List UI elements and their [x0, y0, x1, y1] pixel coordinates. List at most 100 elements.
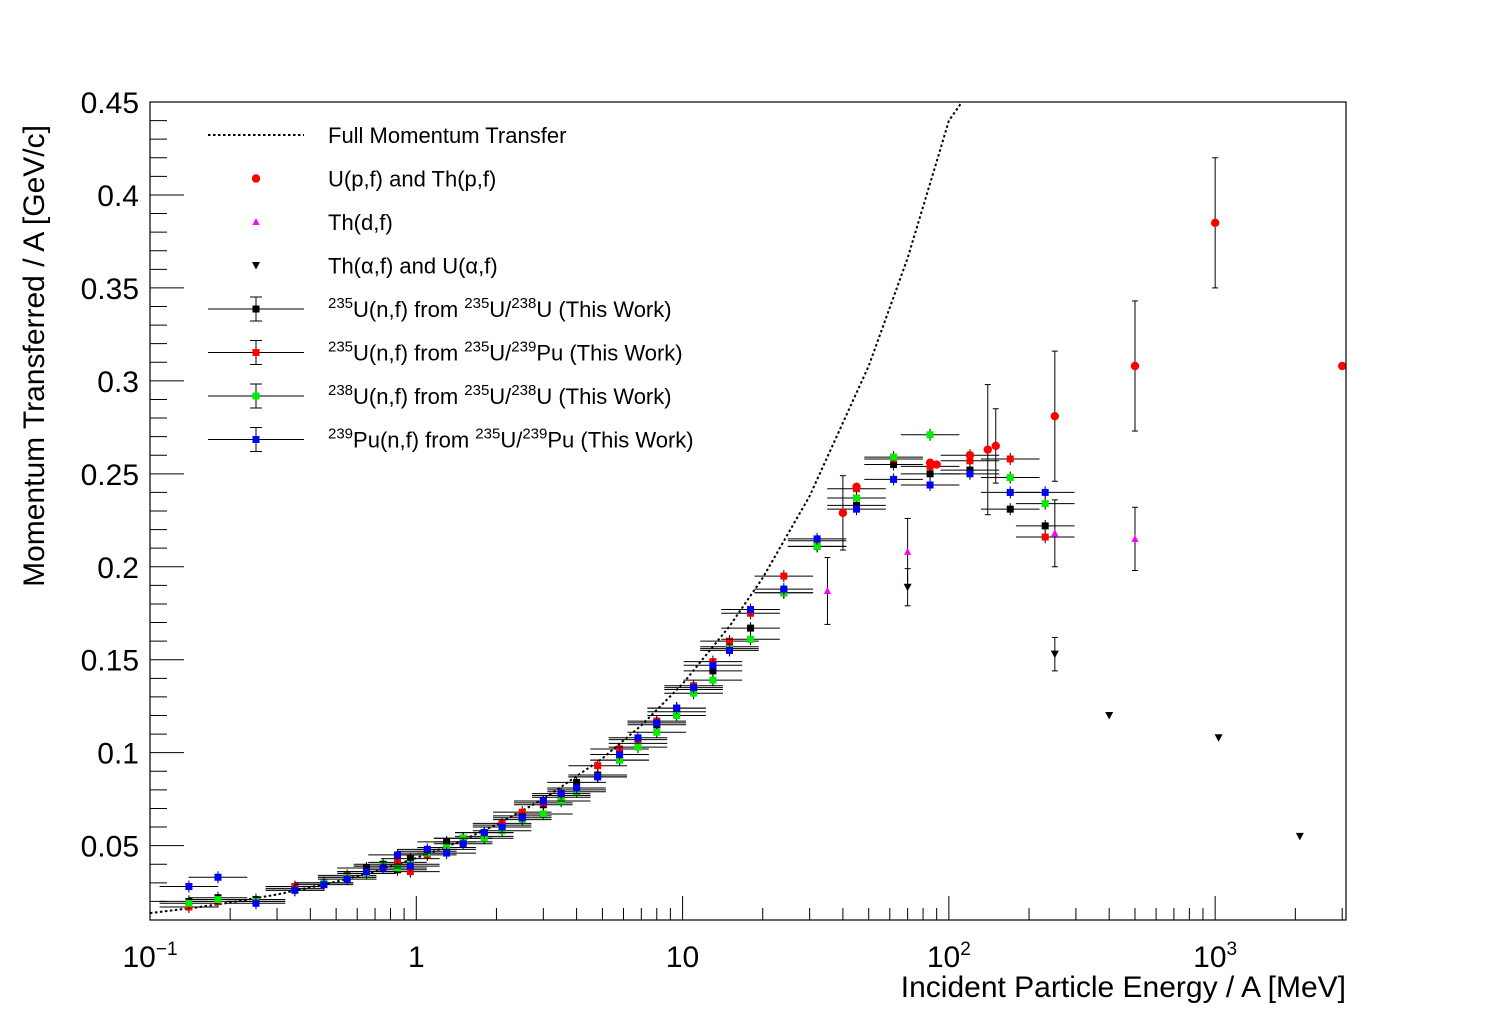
legend-text: U (This Work) — [536, 297, 671, 322]
data-point — [616, 751, 624, 759]
legend-superscript: 235 — [464, 339, 489, 356]
data-point — [926, 481, 934, 489]
legend-superscript: 235 — [464, 295, 489, 312]
legend-label: 235U(n,f) from 235U/239Pu (This Work) — [328, 339, 683, 366]
data-point — [747, 606, 755, 614]
data-point — [780, 585, 788, 593]
data-point — [594, 773, 602, 781]
data-point — [823, 586, 832, 594]
data-point — [747, 635, 755, 643]
x-tick-base: 10 — [927, 941, 960, 974]
legend-superscript: 238 — [511, 382, 536, 399]
data-point — [925, 458, 935, 467]
data-point — [1050, 411, 1060, 421]
legend-label: 235U(n,f) from 235U/238U (This Work) — [328, 295, 672, 322]
y-tick-label: 0.1 — [97, 738, 139, 771]
data-point — [185, 899, 193, 907]
data-point — [890, 475, 898, 483]
legend-entry-curve: Full Momentum Transfer — [208, 123, 566, 148]
legend: Full Momentum Transfer U(p,f) and Th(p,f)… — [208, 123, 694, 453]
plot-frame — [149, 101, 1347, 921]
data-point — [539, 810, 547, 818]
legend-entry-thd: Th(d,f) — [252, 210, 393, 235]
x-tick-label: 10 — [666, 941, 699, 974]
data-point — [926, 431, 934, 439]
data-point — [539, 797, 547, 805]
data-point — [653, 728, 661, 736]
y-tick-label: 0.4 — [97, 180, 139, 213]
x-tick-label: 10−1 — [122, 939, 177, 974]
data-point — [709, 676, 717, 684]
data-point — [1338, 361, 1347, 371]
legend-text: Pu (This Work) — [536, 341, 682, 366]
data-point — [890, 453, 898, 461]
data-point — [498, 823, 506, 831]
data-point — [423, 845, 431, 853]
y-tick-label: 0.25 — [81, 459, 139, 492]
data-point — [709, 661, 717, 669]
legend-marker — [252, 392, 260, 400]
data-point — [780, 572, 788, 580]
legend-text: Full Momentum Transfer — [328, 123, 566, 148]
data-point — [673, 712, 681, 719]
legend-label: 239Pu(n,f) from 235U/239Pu (This Work) — [328, 426, 694, 453]
data-point — [983, 445, 992, 454]
data-point — [459, 840, 467, 848]
legend-text: Th(d,f) — [328, 210, 393, 235]
legend-marker — [252, 436, 260, 443]
x-tick-base: 10 — [1193, 941, 1226, 974]
legend-entry-s2: 235U(n,f) from 235U/239Pu (This Work) — [208, 339, 683, 366]
legend-text: U(n,f) from — [353, 297, 464, 322]
full-momentum-transfer-curve — [149, 101, 963, 915]
data-point — [1006, 505, 1014, 513]
data-point — [594, 762, 602, 770]
legend-entry-alpha: Th(α,f) and U(α,f) — [252, 254, 498, 279]
data-point — [1295, 832, 1304, 841]
legend-entry-up: U(p,f) and Th(p,f) — [251, 167, 496, 192]
x-axis-label: Incident Particle Energy / A [MeV] — [901, 971, 1346, 1004]
data-point — [480, 829, 488, 837]
data-point — [634, 743, 642, 751]
legend-text: U/ — [489, 384, 512, 409]
data-point — [926, 470, 934, 478]
legend-label: Full Momentum Transfer — [328, 123, 566, 148]
data-point — [1050, 650, 1059, 659]
data-point — [852, 482, 861, 492]
legend-text: U(n,f) from — [353, 341, 464, 366]
series-s4 — [159, 467, 1075, 910]
x-tick-label: 1 — [408, 941, 425, 974]
data-point — [518, 814, 526, 822]
data-point — [965, 451, 975, 460]
legend-marker — [252, 305, 260, 313]
legend-superscript: 235 — [328, 295, 353, 312]
data-point — [813, 542, 821, 550]
data-point — [838, 508, 848, 518]
data-point — [406, 862, 414, 870]
legend-text: U(n,f) from — [353, 384, 464, 409]
data-point — [1041, 488, 1049, 496]
data-point — [690, 684, 698, 692]
legend-text: U/ — [500, 428, 523, 453]
data-point — [1210, 218, 1220, 228]
x-tick-label: 103 — [1193, 939, 1237, 974]
y-tick-label: 0.15 — [81, 645, 139, 678]
data-point — [1006, 455, 1014, 463]
legend-label: Th(d,f) — [328, 210, 393, 235]
legend-marker — [252, 218, 260, 225]
data-point — [393, 851, 401, 859]
y-tick-label: 0.3 — [97, 366, 139, 399]
x-tick-exponent: 2 — [960, 939, 971, 960]
legend-entry-s4: 239Pu(n,f) from 235U/239Pu (This Work) — [208, 426, 694, 453]
legend-marker — [251, 174, 261, 183]
y-axis-label: Momentum Transferred / A [GeV/c] — [18, 125, 51, 587]
data-point — [903, 583, 912, 592]
x-tick-base: 10 — [122, 941, 155, 974]
legend-text: Pu(n,f) from — [353, 428, 475, 453]
x-tick-label: 102 — [927, 939, 971, 974]
data-point — [904, 547, 912, 555]
data-point — [725, 646, 733, 654]
data-point — [1006, 488, 1014, 496]
data-point — [1105, 712, 1114, 720]
data-point — [320, 881, 328, 889]
